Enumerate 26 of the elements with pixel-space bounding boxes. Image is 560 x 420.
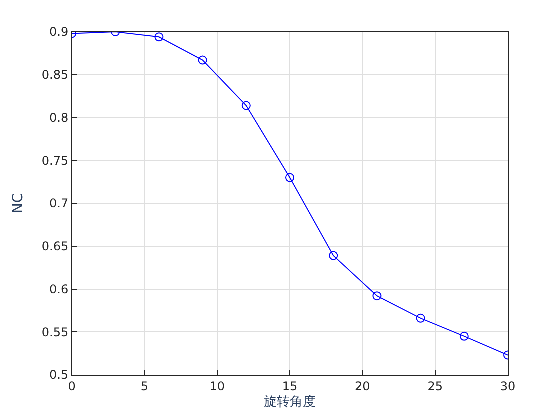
y-tick-label: 0.65 [42,240,69,254]
y-tick-label: 0.55 [42,325,69,340]
x-tick-label: 20 [355,379,370,394]
x-tick-label: 15 [282,379,298,394]
point [198,56,208,65]
point [242,101,251,110]
y-tick-label: 0.5 [50,368,69,382]
point [329,251,338,260]
y-tick-label: 0.8 [50,110,69,125]
point [286,173,294,182]
y-axis-title: NC [10,193,26,214]
x-tick-label: 0 [68,379,76,394]
point [460,332,469,341]
y-tick-label: 0.6 [50,282,69,296]
y-tick-label: 0.75 [42,154,69,168]
y-tick-label: 0.7 [50,196,69,211]
x-axis-title: 旋转角度 [264,394,316,410]
point [416,314,426,323]
y-tick-label: 0.9 [50,25,69,40]
x-tick-label: 5 [140,379,148,394]
y-tick-label: 0.85 [42,68,69,82]
point [372,292,382,301]
x-tick-label: 10 [210,379,225,394]
x-tick-label: 30 [500,379,516,394]
x-tick-label: 25 [428,379,443,394]
point [154,32,164,42]
